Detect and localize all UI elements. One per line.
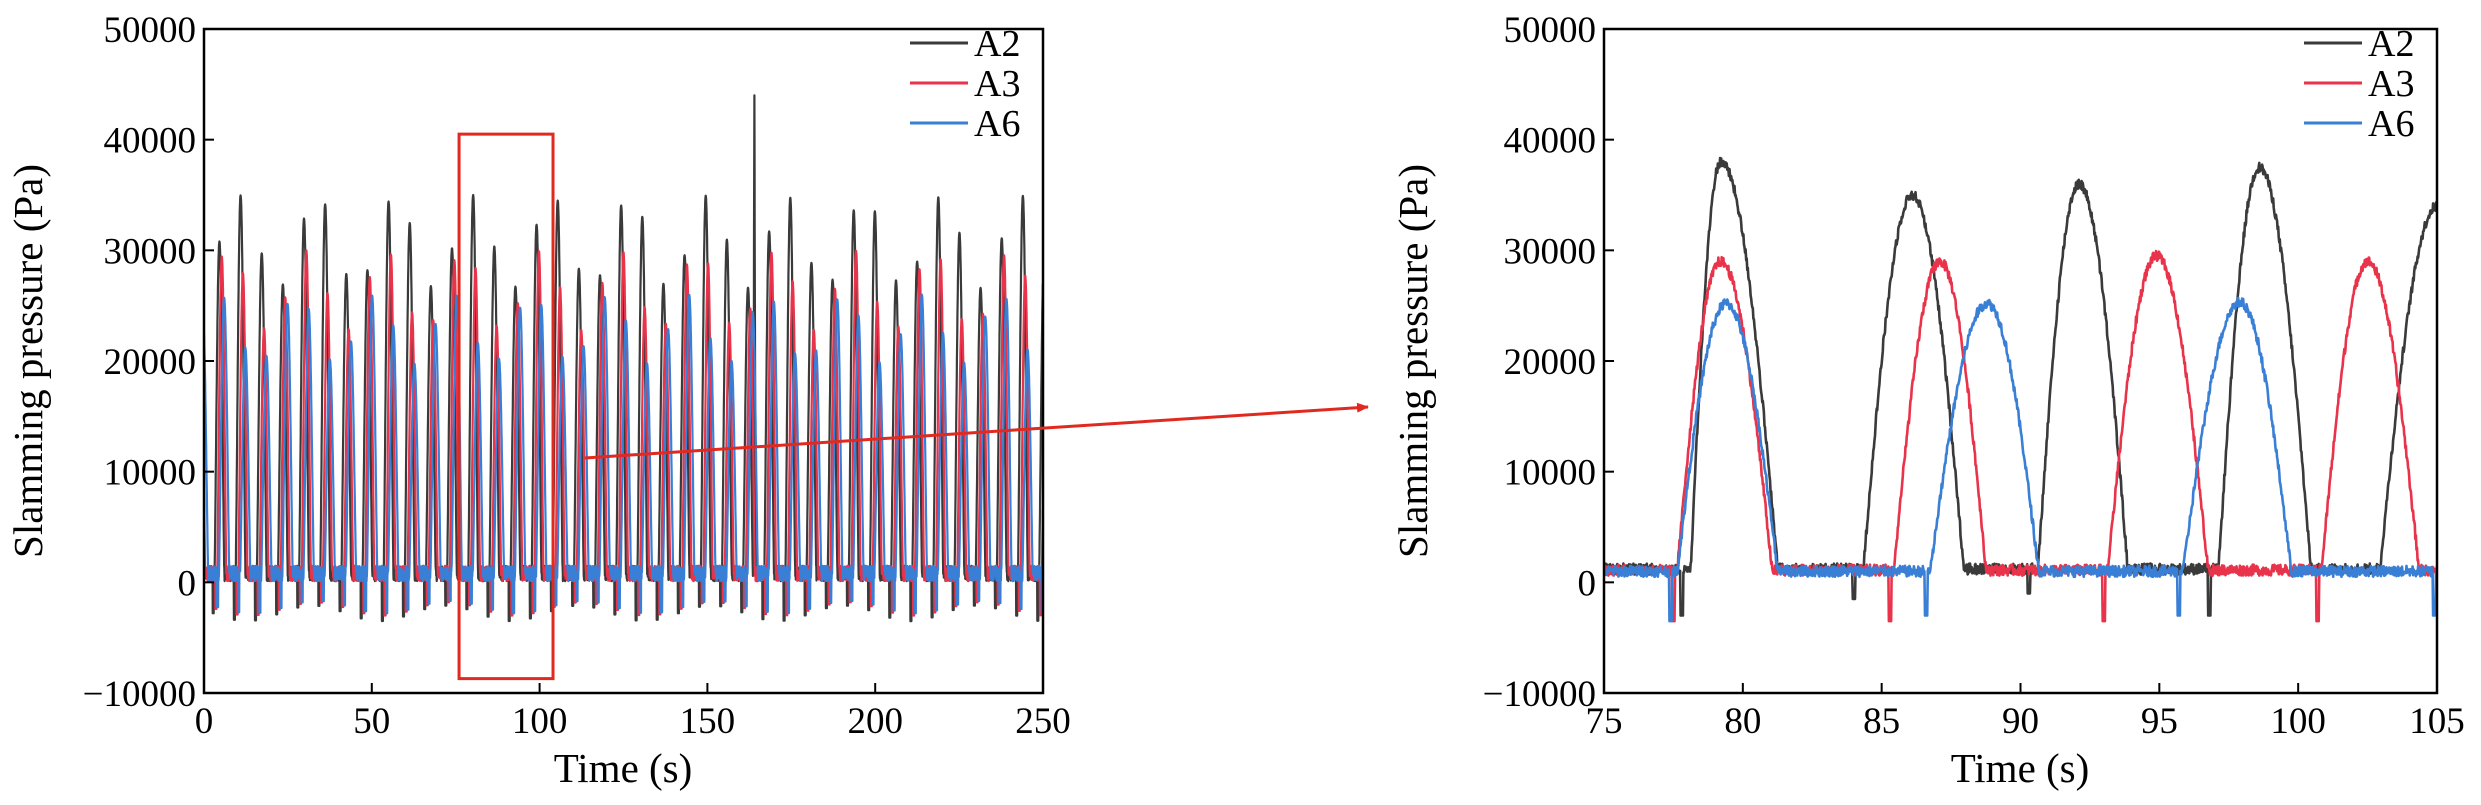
overview-y-tick-label: 30000	[104, 231, 197, 272]
zoomed-chart: 75 80 85 90 95 100 105 −10000 0 10000 20000 30000 40…	[1390, 10, 2465, 791]
overview-x-tick-label: 100	[512, 701, 568, 742]
zoomed-y-tick-label: −10000	[1483, 674, 1596, 715]
overview-axis-ticks: 0 50 100 150 200 250−100000100002000030000400…	[83, 10, 1071, 742]
overview-x-tick-label: 0	[195, 701, 214, 742]
overview-legend-label-a3: A3	[974, 63, 1020, 105]
zoomed-y-tick-label: 50000	[1504, 10, 1597, 51]
overview-y-axis-label: Slamming pressure (Pa)	[5, 164, 51, 558]
zoomed-x-tick-label: 90	[2002, 701, 2039, 742]
zoomed-plot-frame	[1602, 27, 2439, 695]
overview-legend-label-a2: A2	[974, 23, 1020, 65]
overview-y-tick-label: 40000	[104, 121, 197, 162]
zoom-region-box	[457, 132, 555, 681]
zoomed-x-tick-label: 80	[1724, 701, 1761, 742]
overview-x-axis-label: Time (s)	[554, 745, 693, 791]
zoomed-series-line-a6	[1604, 296, 2437, 623]
zoom-arrow	[584, 402, 1369, 460]
zoomed-x-tick-label: 105	[2409, 701, 2465, 742]
zoomed-x-tick-label: 85	[1863, 701, 1900, 742]
zoomed-y-tick-label: 20000	[1504, 342, 1597, 383]
zoomed-x-tick-label: 75	[1586, 701, 1623, 742]
zoomed-legend-label-a2: A2	[2368, 23, 2414, 65]
zoomed-x-axis-label: Time (s)	[1951, 745, 2090, 791]
zoomed-series-line-a2	[1604, 156, 2437, 617]
zoomed-y-tick-label: 30000	[1504, 231, 1597, 272]
overview-y-tick-label: 0	[178, 563, 197, 604]
zoomed-y-tick-label: 0	[1578, 563, 1597, 604]
zoomed-legend-label-a6: A6	[2368, 103, 2414, 145]
overview-legend-label-a6: A6	[974, 103, 1020, 145]
zoomed-y-tick-label: 10000	[1504, 453, 1597, 494]
overview-x-tick-label: 150	[680, 701, 736, 742]
overview-series-line-a6	[204, 293, 1043, 615]
overview-y-tick-label: 10000	[104, 453, 197, 494]
overview-series-lines	[204, 94, 1043, 623]
overview-x-tick-label: 250	[1015, 701, 1071, 742]
zoomed-y-tick-label: 40000	[1504, 121, 1597, 162]
zoomed-series-lines	[1604, 156, 2437, 623]
overview-y-tick-label: 50000	[104, 10, 197, 51]
zoomed-axis-ticks: 75 80 85 90 95 100 105 −10000 0 10000 20000 30000 40…	[1483, 10, 2465, 742]
overview-chart: 0 50 100 150 200 250−100000100002000030000400…	[5, 10, 1071, 791]
zoomed-y-axis-label: Slamming pressure (Pa)	[1390, 164, 1436, 558]
overview-x-tick-label: 50	[353, 701, 390, 742]
overview-y-tick-label: −10000	[83, 674, 196, 715]
overview-x-tick-label: 200	[847, 701, 903, 742]
zoomed-x-tick-label: 100	[2270, 701, 2326, 742]
zoomed-x-tick-label: 95	[2141, 701, 2178, 742]
overview-y-tick-label: 20000	[104, 342, 197, 383]
zoomed-legend-label-a3: A3	[2368, 63, 2414, 105]
